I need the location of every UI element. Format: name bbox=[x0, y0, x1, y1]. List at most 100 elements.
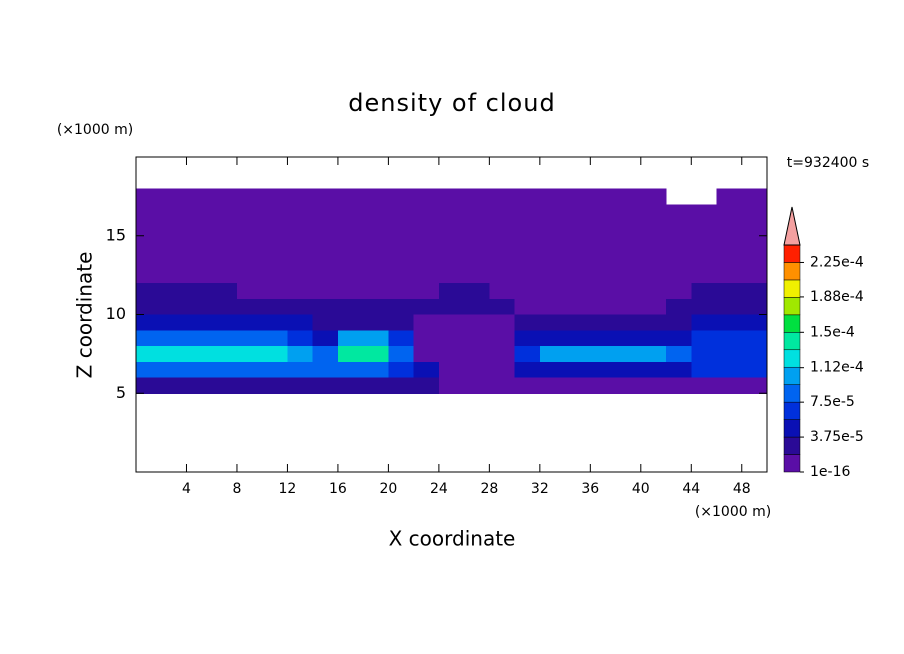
contour-cell bbox=[666, 298, 692, 315]
contour-cell bbox=[438, 188, 465, 205]
contour-cell bbox=[464, 220, 490, 237]
contour-cell bbox=[287, 204, 314, 221]
contour-cell bbox=[363, 330, 389, 347]
contour-cell bbox=[615, 235, 642, 252]
contour-cell bbox=[186, 283, 213, 300]
contour-cell bbox=[337, 220, 364, 237]
contour-cell bbox=[312, 220, 339, 237]
contour-cell bbox=[161, 330, 187, 347]
contour-cell bbox=[741, 346, 768, 363]
colorbar-band bbox=[783, 279, 801, 298]
contour-cell bbox=[363, 235, 389, 252]
contour-cell bbox=[590, 330, 617, 347]
contour-cell bbox=[514, 235, 541, 252]
contour-cell bbox=[136, 361, 162, 378]
contour-cell bbox=[539, 204, 566, 221]
contour-cell bbox=[464, 204, 490, 221]
contour-cell bbox=[539, 361, 566, 378]
colorbar-band bbox=[783, 332, 801, 351]
contour-cell bbox=[312, 361, 339, 378]
contour-cell bbox=[514, 361, 541, 378]
contour-cell bbox=[388, 235, 415, 252]
contour-cell bbox=[489, 346, 516, 363]
contour-cell bbox=[640, 220, 667, 237]
contour-cell bbox=[716, 220, 743, 237]
contour-cell bbox=[413, 220, 440, 237]
contour-cell bbox=[287, 188, 314, 205]
contour-cell bbox=[161, 251, 187, 268]
contour-cell bbox=[262, 298, 288, 315]
contour-cell bbox=[489, 298, 516, 315]
contour-cell bbox=[590, 298, 617, 315]
colorbar-tick-label: 3.75e-5 bbox=[810, 429, 864, 445]
contour-cell bbox=[262, 235, 288, 252]
contour-cell bbox=[388, 204, 415, 221]
colorbar-tick-label: 1.88e-4 bbox=[810, 289, 864, 305]
contour-cell bbox=[464, 314, 490, 331]
contour-cell bbox=[136, 346, 162, 363]
contour-cell bbox=[186, 220, 213, 237]
contour-cell bbox=[489, 361, 516, 378]
contour-cell bbox=[236, 204, 263, 221]
contour-cell bbox=[186, 314, 213, 331]
contour-cell bbox=[262, 220, 288, 237]
contour-cell bbox=[287, 220, 314, 237]
contour-cell bbox=[388, 188, 415, 205]
contour-cell bbox=[186, 267, 213, 284]
contour-cell bbox=[312, 346, 339, 363]
contour-cell bbox=[236, 346, 263, 363]
contour-cell bbox=[590, 220, 617, 237]
contour-cell bbox=[640, 377, 667, 394]
contour-cell bbox=[666, 346, 692, 363]
contour-cell bbox=[413, 361, 440, 378]
contour-cell bbox=[741, 314, 768, 331]
contour-cell bbox=[161, 235, 187, 252]
x-tick-label: 12 bbox=[279, 481, 297, 497]
contour-cell bbox=[514, 251, 541, 268]
contour-cell bbox=[666, 220, 692, 237]
contour-cell bbox=[741, 267, 768, 284]
time-label: t=932400 s bbox=[787, 155, 869, 171]
contour-cell bbox=[615, 188, 642, 205]
contour-cell bbox=[388, 251, 415, 268]
contour-cell bbox=[438, 361, 465, 378]
contour-field bbox=[136, 188, 768, 394]
colorbar-tick-label: 1.5e-4 bbox=[810, 324, 855, 340]
contour-cell bbox=[186, 188, 213, 205]
contour-cell bbox=[514, 188, 541, 205]
y-axis-label: Z coordinate bbox=[73, 252, 97, 379]
contour-cell bbox=[388, 298, 415, 315]
contour-cell bbox=[590, 235, 617, 252]
contour-cell bbox=[691, 267, 718, 284]
contour-cell bbox=[565, 220, 591, 237]
contour-cell bbox=[716, 377, 743, 394]
contour-cell bbox=[312, 314, 339, 331]
contour-cell bbox=[565, 377, 591, 394]
contour-cell bbox=[211, 251, 238, 268]
contour-cell bbox=[691, 251, 718, 268]
contour-cell bbox=[388, 314, 415, 331]
contour-cell bbox=[388, 377, 415, 394]
contour-cell bbox=[464, 377, 490, 394]
contour-cell bbox=[211, 361, 238, 378]
contour-cell bbox=[539, 188, 566, 205]
contour-cell bbox=[211, 298, 238, 315]
contour-cell bbox=[565, 204, 591, 221]
contour-cell bbox=[287, 251, 314, 268]
colorbar-tick-label: 7.5e-5 bbox=[810, 394, 855, 410]
contour-cell bbox=[741, 283, 768, 300]
contour-cell bbox=[741, 298, 768, 315]
contour-cell bbox=[741, 251, 768, 268]
x-tick-label: 44 bbox=[682, 481, 700, 497]
contour-cell bbox=[337, 314, 364, 331]
contour-cell bbox=[590, 283, 617, 300]
contour-cell bbox=[312, 204, 339, 221]
contour-cell bbox=[236, 283, 263, 300]
contour-cell bbox=[539, 283, 566, 300]
contour-cell bbox=[590, 346, 617, 363]
contour-cell bbox=[136, 377, 162, 394]
contour-cell bbox=[388, 361, 415, 378]
contour-cell bbox=[615, 283, 642, 300]
contour-cell bbox=[615, 204, 642, 221]
contour-cell bbox=[262, 283, 288, 300]
